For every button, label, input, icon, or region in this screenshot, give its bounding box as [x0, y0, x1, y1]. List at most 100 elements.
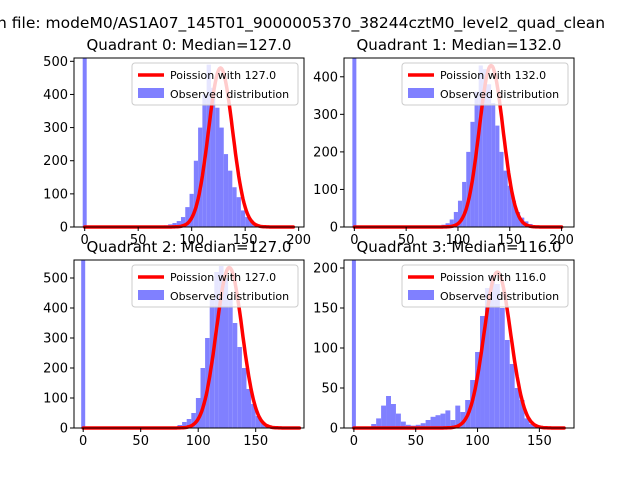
hist-bar: [478, 65, 483, 227]
hist-bar: [191, 413, 196, 428]
y-tick-label: 100: [313, 183, 338, 198]
x-tick-label: 50: [407, 434, 424, 449]
hist-bar-zero: [81, 260, 86, 428]
hist-bar: [425, 420, 431, 428]
legend-swatch-hist: [408, 290, 434, 300]
hist-bar: [237, 347, 242, 428]
legend-label-fit: Poission with 116.0: [440, 271, 546, 284]
hist-bar: [511, 200, 516, 227]
hist-bar: [185, 207, 190, 227]
legend-box: [401, 62, 569, 106]
y-tick-label: 200: [43, 154, 68, 169]
hist-bar: [228, 299, 233, 428]
x-tick-label: 100: [446, 233, 471, 248]
legend-label-hist: Observed distribution: [170, 88, 289, 101]
hist-bar: [189, 193, 194, 227]
hist-bar: [186, 419, 192, 428]
hist-bar: [504, 340, 510, 428]
hist-bar: [420, 423, 426, 428]
hist-bar: [457, 200, 463, 227]
axes-frame: [343, 259, 575, 429]
hist-bar: [524, 418, 530, 428]
y-tick-label: 0: [330, 422, 338, 437]
hist-bar: [236, 197, 241, 227]
x-tick-label: 150: [527, 434, 552, 449]
hist-bar: [241, 368, 247, 428]
subplot-title: Quadrant 1: Median=132.0: [357, 36, 562, 54]
hist-bar-zero: [82, 58, 87, 227]
hist-bar: [376, 418, 382, 428]
x-tick-label: 150: [243, 434, 268, 449]
hist-bar: [445, 410, 451, 428]
hist-bar: [182, 422, 187, 428]
x-tick-label: 100: [179, 233, 204, 248]
hist-bar: [430, 416, 436, 428]
hist-bar: [462, 181, 467, 227]
hist-bar: [453, 211, 458, 227]
subplot-q0: 0 50 100 150 200 0 100 200 300 400 500 Quadrant 0: …: [43, 36, 311, 248]
axes-frame: [73, 57, 305, 228]
hist-bar: [386, 396, 391, 428]
hist-bar: [482, 69, 487, 228]
hist-bar: [455, 405, 461, 428]
hist-bar: [210, 87, 216, 227]
y-tick-label: 400: [43, 302, 68, 317]
y-tick-label: 0: [330, 221, 338, 236]
hist-bar: [494, 284, 500, 428]
hist-bar: [435, 415, 441, 428]
y-tick-label: 150: [313, 302, 338, 317]
hist-bar: [450, 420, 456, 428]
y-tick-label: 100: [43, 187, 68, 202]
y-tick-label: 300: [313, 108, 338, 123]
hist-bar: [515, 211, 521, 227]
y-tick-label: 0: [60, 422, 68, 437]
legend-box: [401, 264, 569, 308]
y-tick-label: 400: [313, 70, 338, 85]
y-tick-label: 200: [43, 362, 68, 377]
hist-bar: [260, 422, 265, 428]
hist-bar: [240, 210, 246, 227]
subplot-title: Quadrant 0: Median=127.0: [87, 36, 292, 54]
hist-bar: [475, 352, 481, 428]
hist-bar: [219, 127, 224, 227]
subplot-q2: 0 50 100 150 0 100 200 300 400 500 Quadrant 2: Med…: [43, 238, 305, 449]
hist-bar: [466, 151, 471, 227]
hist-bar: [529, 424, 535, 428]
hist-bar: [176, 221, 181, 227]
hist-bar: [480, 316, 485, 428]
hist-bar-zero: [351, 260, 356, 428]
x-tick-label: 200: [549, 233, 574, 248]
axes-frame: [343, 57, 575, 228]
hist-bar: [400, 421, 406, 428]
x-tick-label: 0: [350, 434, 358, 449]
subplot-q3: 0 50 100 150 0 50 100 150 200 Quadrant 3: Median=…: [313, 238, 575, 449]
hist-bar: [499, 151, 504, 227]
hist-bar: [255, 416, 261, 428]
hist-bar: [491, 103, 496, 227]
y-tick-label: 50: [321, 382, 338, 397]
subplot-title: Quadrant 2: Median=127.0: [87, 238, 292, 256]
legend-swatch-hist: [408, 88, 434, 98]
x-tick-label: 50: [398, 233, 415, 248]
y-tick-label: 500: [43, 272, 68, 287]
hist-bar: [507, 185, 512, 227]
hist-bar: [200, 368, 206, 428]
hist-bar: [193, 160, 199, 227]
hist-bar: [509, 364, 515, 428]
hist-bar: [381, 405, 387, 428]
legend-swatch-hist: [138, 88, 164, 98]
hist-bar: [218, 266, 224, 428]
hist-bar: [503, 170, 508, 227]
hist-bar: [371, 424, 377, 428]
y-tick-label: 300: [43, 121, 68, 136]
hist-bar: [172, 223, 177, 227]
x-tick-label: 150: [497, 233, 522, 248]
hist-bar: [198, 127, 203, 227]
hist-bar: [499, 308, 505, 428]
hist-bar: [390, 404, 396, 428]
hist-bar: [195, 398, 201, 428]
hist-bar: [228, 170, 233, 227]
legend-box: [131, 264, 299, 308]
x-tick-label: 100: [186, 434, 211, 449]
x-tick-label: 150: [233, 233, 258, 248]
